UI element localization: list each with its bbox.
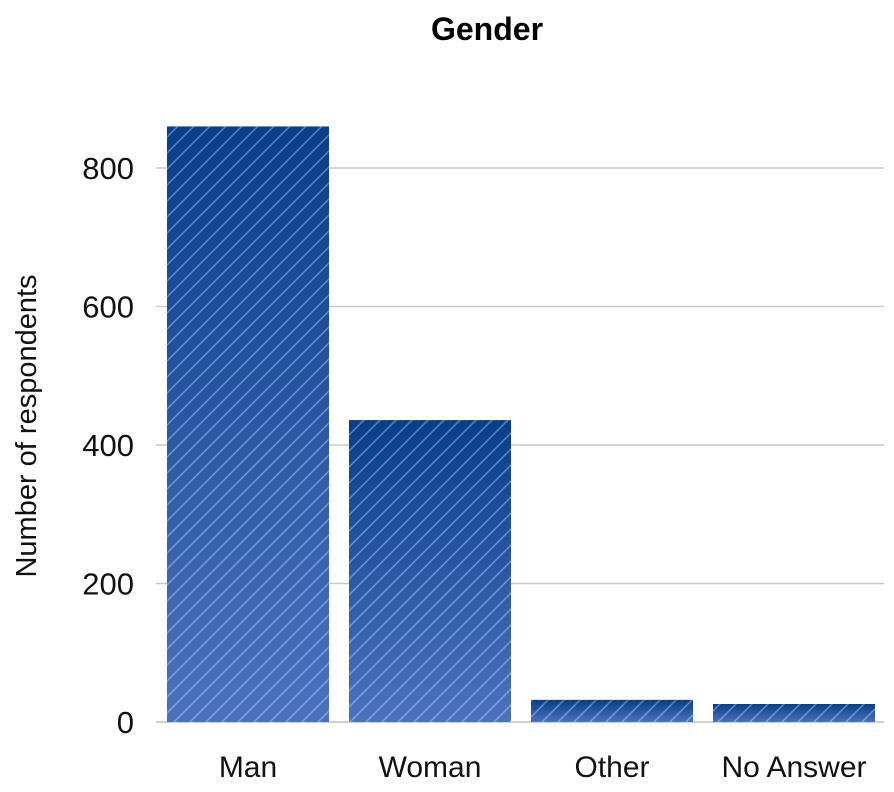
y-tick-label: 600 (82, 290, 134, 325)
y-tick-label: 200 (82, 567, 134, 602)
y-tick-label: 800 (82, 151, 134, 186)
bars (167, 126, 875, 722)
y-tick-label: 0 (117, 705, 134, 740)
bar-hatch (713, 703, 875, 722)
x-tick-label: Man (219, 751, 277, 784)
x-tick-label: Other (574, 751, 649, 784)
x-tick-label: No Answer (721, 751, 866, 784)
x-tick-label: Woman (379, 751, 482, 784)
y-tick-label: 400 (82, 428, 134, 463)
y-tick-labels: 0 200 400 600 800 (82, 151, 134, 740)
bar-hatch (167, 126, 329, 722)
chart-title: Gender (431, 11, 543, 47)
x-tick-labels: Man Woman Other No Answer (219, 751, 867, 784)
bar-hatch (531, 699, 693, 722)
bar-hatch (349, 420, 511, 722)
y-axis-label: Number of respondents (11, 274, 43, 577)
